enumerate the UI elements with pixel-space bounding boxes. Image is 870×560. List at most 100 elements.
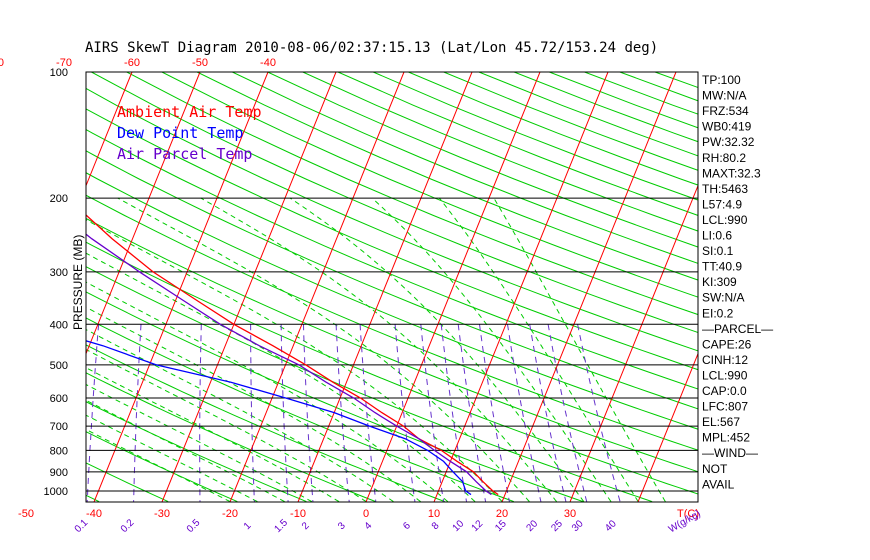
dry-adiabat	[126, 72, 698, 316]
isotherm-line	[365, 72, 541, 502]
mixing-ratio-line	[335, 324, 350, 502]
dew-point-temp-line	[86, 340, 472, 496]
dry-adiabat	[302, 72, 698, 232]
moist-adiabat	[439, 197, 639, 502]
pressure-tick-label: 200	[50, 193, 68, 205]
stat-line: LFC:807	[702, 400, 748, 414]
stat-line: TH:5463	[702, 182, 748, 196]
mixing-ratio-line	[457, 324, 487, 502]
mixing-ratio-tick-label: 12	[470, 518, 486, 534]
mixing-ratio-line	[394, 324, 416, 502]
isotherm-line	[93, 72, 269, 502]
moist-adiabat	[86, 367, 340, 502]
stat-line: —WIND—	[702, 446, 758, 460]
dry-adiabat	[86, 150, 698, 410]
temp-unit-label: T(C)	[677, 508, 699, 520]
dry-adiabat	[654, 72, 698, 89]
mixing-ratio-line	[359, 324, 377, 502]
bottom-temp-tick-label: 0	[363, 508, 369, 520]
isotherm-line	[86, 72, 201, 356]
pressure-tick-label: 500	[50, 360, 68, 372]
moist-adiabat	[200, 197, 557, 502]
background-lines	[0, 72, 870, 502]
mixing-ratio-tick-label: 25	[549, 518, 565, 534]
dry-adiabat	[86, 172, 698, 430]
legend-dew-point-temp: Dew Point Temp	[117, 124, 243, 142]
stat-line: PW:32.32	[702, 135, 755, 149]
y-axis-label: PRESSURE (MB)	[71, 235, 85, 330]
pressure-tick-label: 1000	[44, 486, 68, 498]
isotherm-line	[774, 72, 870, 502]
top-temp-tick-label: -50	[192, 57, 208, 69]
isotherm-line	[637, 352, 698, 502]
chart-title: AIRS SkewT Diagram 2010-08-06/02:37:15.1…	[85, 40, 658, 56]
isotherm-line	[297, 72, 473, 502]
bottom-temp-tick-label: -50	[18, 508, 34, 520]
bottom-temp-tick-label: 20	[496, 508, 508, 520]
mixing-ratio-line	[303, 324, 314, 502]
isotherm-line	[229, 72, 405, 502]
pressure-tick-label: 400	[50, 319, 68, 331]
moist-adiabat	[493, 197, 666, 502]
stat-line: —PARCEL—	[702, 322, 773, 336]
pressure-tick-label: 600	[50, 393, 68, 405]
mixing-ratio-line	[479, 324, 510, 502]
mixing-ratio-tick-label: 3	[336, 520, 348, 532]
dry-adiabat	[408, 72, 698, 186]
mixing-ratio-line	[529, 324, 567, 502]
mixing-ratio-tick-label: 20	[525, 518, 541, 534]
bottom-temp-tick-label: 30	[564, 508, 576, 520]
moist-adiabat	[86, 252, 476, 502]
stat-line: L57:4.9	[702, 197, 742, 211]
moist-adiabat	[86, 348, 367, 502]
stat-line: TT:40.9	[702, 260, 742, 274]
mixing-ratio-tick-label: 4	[363, 520, 375, 532]
pressure-tick-label: 300	[50, 267, 68, 279]
isotherm-line	[569, 184, 698, 502]
stat-line: AVAIL	[702, 477, 735, 491]
stat-line: TP:100	[702, 73, 741, 87]
dry-adiabat	[86, 108, 698, 371]
stat-line: MAXT:32.3	[702, 166, 761, 180]
dry-adiabat	[196, 72, 698, 281]
isotherm-line	[86, 72, 133, 188]
mixing-ratio-line	[86, 324, 100, 502]
dry-adiabat	[86, 241, 698, 495]
dry-adiabat	[161, 72, 698, 298]
bottom-temp-tick-label: -10	[290, 508, 306, 520]
dry-adiabat	[86, 87, 698, 352]
dry-adiabat	[0, 72, 30, 502]
mixing-ratio-tick-label: 6	[401, 520, 413, 532]
plot-frame	[85, 71, 699, 503]
ambient-air-temp-line	[86, 214, 499, 496]
mixing-ratio-tick-label: 0.2	[119, 517, 137, 535]
stat-line: FRZ:534	[702, 104, 749, 118]
mixing-ratio-tick-label: 0.5	[185, 517, 203, 535]
plot-area	[0, 72, 870, 502]
moist-adiabat	[86, 329, 394, 502]
isotherm-line	[433, 72, 609, 502]
moist-adiabat	[86, 399, 285, 502]
dry-adiabat	[373, 72, 698, 201]
mixing-ratio-line	[250, 324, 255, 502]
stat-line: CINH:12	[702, 353, 748, 367]
mixing-ratio-line	[199, 324, 202, 502]
top-temp-tick-label: -60	[124, 57, 140, 69]
stat-line: LI:0.6	[702, 229, 732, 243]
stat-line: CAPE:26	[702, 337, 752, 351]
dry-adiabat	[86, 217, 698, 473]
dry-adiabat	[478, 72, 698, 157]
dry-adiabat	[86, 129, 698, 390]
stat-line: WB0:419	[702, 120, 752, 134]
stat-line: EL:567	[702, 415, 740, 429]
mixing-ratio-tick-label: 40	[603, 518, 619, 534]
stat-line: MPL:452	[702, 431, 750, 445]
legend-ambient-air-temp: Ambient Air Temp	[117, 103, 262, 121]
stat-line: LCL:990	[702, 368, 748, 382]
stat-line: RH:80.2	[702, 151, 746, 165]
legend-air-parcel-temp: Air Parcel Temp	[117, 145, 252, 163]
bottom-temp-tick-label: -30	[154, 508, 170, 520]
pressure-tick-label: 800	[50, 445, 68, 457]
dry-adiabat	[86, 291, 584, 502]
pressure-tick-label: 900	[50, 467, 68, 479]
